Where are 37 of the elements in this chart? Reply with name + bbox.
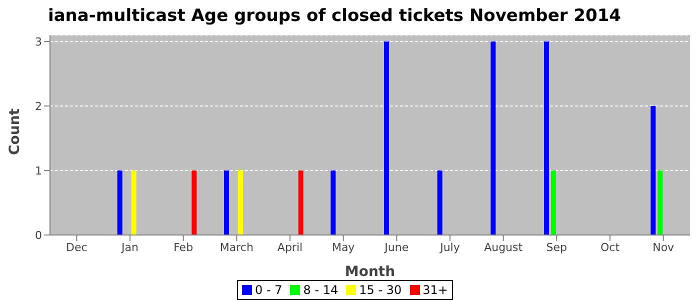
x-tick-label: March	[220, 240, 254, 254]
x-tick-label: April	[277, 240, 303, 254]
x-tick-label: August	[484, 240, 524, 254]
x-tick-label: Nov	[652, 240, 675, 254]
x-tick-label: May	[332, 240, 356, 254]
bar	[544, 41, 549, 235]
bar	[384, 41, 389, 235]
x-tick-label: Sep	[546, 240, 568, 254]
bar	[298, 170, 304, 235]
y-tick-label: 1	[35, 164, 42, 178]
bar	[224, 170, 229, 235]
legend-label: 8 - 14	[303, 283, 338, 297]
x-axis-title: Month	[344, 264, 396, 280]
bar	[117, 170, 122, 235]
y-tick-label: 3	[35, 35, 42, 48]
legend-label: 0 - 7	[255, 283, 282, 297]
x-tick-label: Jan	[120, 240, 138, 254]
bar	[650, 106, 656, 235]
bar	[658, 170, 663, 235]
x-tick-label: Oct	[600, 240, 620, 254]
bar	[131, 170, 136, 235]
x-tick-label: June	[384, 240, 409, 254]
bar	[490, 41, 496, 235]
bar	[192, 170, 197, 235]
legend-label: 15 - 30	[359, 283, 402, 297]
x-tick-label: Feb	[174, 240, 194, 254]
x-tick-label: Dec	[66, 240, 88, 254]
bar	[437, 170, 442, 235]
bar	[330, 170, 336, 235]
chart-title: iana-multicast Age groups of closed tickets November 2014	[48, 6, 621, 26]
bar	[238, 170, 243, 235]
x-tick-label: July	[439, 240, 460, 254]
y-tick-label: 0	[35, 228, 42, 242]
bar	[551, 170, 556, 235]
y-tick-label: 2	[35, 100, 42, 113]
y-axis-title: Count	[6, 108, 23, 155]
legend-label: 31+	[422, 283, 448, 297]
